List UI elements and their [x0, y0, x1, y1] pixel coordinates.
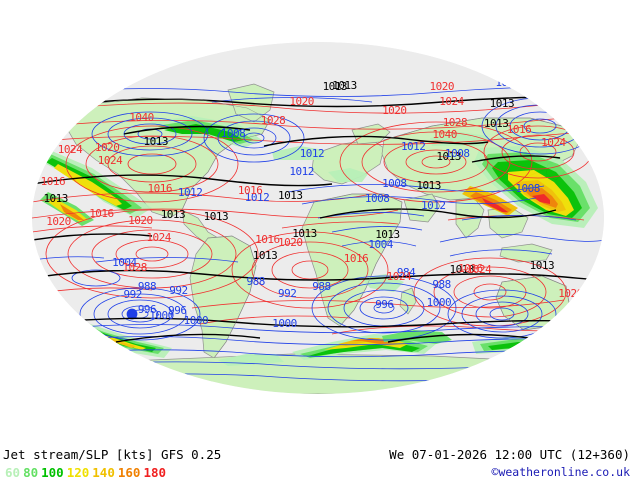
isobar-label: 1000 [426, 296, 452, 310]
isobars-high [32, 99, 604, 335]
isobar-label: 1013 [143, 135, 169, 149]
isobar-label: 1013 [277, 188, 303, 202]
isobar-label: 988 [312, 280, 331, 294]
isobar-label: 1020 [94, 141, 120, 155]
isobar-label: 1028 [260, 114, 286, 128]
isobar-label: 1012 [299, 146, 325, 160]
isobar-label: 1012 [400, 140, 426, 154]
isobar-label: 1020 [429, 80, 455, 94]
isobar-label: 1016 [506, 122, 532, 136]
isobar-label: 1024 [97, 153, 123, 167]
isobar-label: 1000 [183, 313, 209, 327]
isobar-label: 1004 [368, 238, 393, 252]
isobar-label: 1020 [128, 214, 153, 228]
colorbar-tick-160: 160 [117, 465, 141, 480]
isobar-label: 1012 [495, 76, 520, 90]
isobar-label: 1013 [483, 116, 509, 130]
isobar-label: 1024 [57, 143, 83, 157]
coastlines [61, 97, 581, 359]
isobar-label: 1040 [432, 128, 457, 142]
globe-projection: 1013 1013 1013 1013 1013 1013 1013 1013 1013 1013… [32, 42, 604, 394]
isobar-label: 1028 [442, 115, 468, 129]
isobar-label: 1016 [343, 252, 369, 266]
isobar-label: 988 [246, 275, 266, 289]
isobar-label: 1008 [444, 146, 470, 160]
isobar-label: 1013 [292, 226, 317, 240]
isobar-label: 1013 [332, 79, 357, 93]
isobar-label: 1013 [252, 248, 278, 262]
isobar-label: 1008 [364, 192, 390, 206]
isobar-label: 1013 [322, 80, 348, 94]
isobar-label: 1020 [558, 287, 583, 301]
isobar-label: 1024 [146, 231, 171, 245]
isobar-label: 1016 [147, 181, 173, 195]
isobar-label: 1024 [386, 269, 412, 283]
isobar-label: 1013 [160, 208, 186, 222]
isobar-label: 1016 [237, 183, 263, 197]
isobar-label: 1000 [149, 308, 174, 322]
isobar-label: 1013 [449, 263, 475, 277]
isobar-label: 1024 [466, 262, 492, 276]
isobar-label: 988 [432, 277, 451, 291]
isobar-label: 1028 [122, 261, 147, 274]
colorbar-tick-60: 60 [5, 465, 21, 480]
isobar-label: 1016 [255, 232, 280, 246]
model-run-info: We 07-01-2026 12:00 UTC (12+360) [389, 447, 630, 462]
isobar-label: 996 [137, 303, 157, 317]
isobar-label: 1024 [439, 94, 464, 108]
isobar-label: 992 [277, 287, 297, 301]
isobar-label: 984 [396, 266, 416, 280]
isobar-label: 1004 [112, 256, 137, 270]
isobar-label: 988 [137, 280, 157, 294]
isobar-label: 1020 [277, 236, 303, 250]
isobar-label: 1013 [203, 209, 229, 223]
isobar-label: 1040 [129, 111, 154, 125]
isobar-label: 1013 [436, 150, 461, 164]
isobar-label: 1016 [89, 207, 114, 221]
isobar-label: 1016 [40, 174, 66, 188]
chart-title: Jet stream/SLP [kts] GFS 0.25 [3, 447, 222, 462]
isobar-label: 992 [169, 283, 188, 297]
isobar-label: 1013 [489, 96, 515, 110]
colorbar-tick-140: 140 [92, 465, 115, 480]
colorbar-tick-180: 180 [143, 465, 167, 480]
isobar-label: 1008 [220, 127, 246, 141]
isobar-label: 1024 [541, 136, 566, 150]
colorbar-tick-80: 80 [23, 465, 39, 480]
colorbar-tick-120: 120 [66, 465, 90, 480]
isobar-label: 1012 [244, 191, 270, 205]
isobar-label: 1013 [529, 258, 555, 272]
copyright-link[interactable]: ©weatheronline.co.uk [491, 465, 630, 479]
isobar-label: 1013 [375, 227, 400, 241]
isobar-label: 1012 [420, 198, 446, 212]
isobar-label: 1016 [458, 262, 483, 276]
isobar-label: 996 [168, 304, 187, 318]
isobar-label: 1008 [382, 176, 407, 190]
jet-speed-colorbar: 60 80 100 120 140 160 180 [5, 465, 169, 480]
isobar-label: 1008 [38, 106, 64, 120]
map-svg [32, 42, 604, 394]
map-canvas[interactable]: 1013 1013 1013 1013 1013 1013 1013 1013 1013 1013… [0, 0, 634, 434]
isobar-label: 1020 [46, 215, 71, 229]
isobar-label: 1008 [515, 181, 540, 195]
isobar-label: 996 [375, 297, 394, 311]
isobar-label: 1000 [272, 316, 297, 330]
isobar-label: 992 [123, 288, 143, 302]
isobar-label: 1012 [177, 186, 203, 200]
isobar-label: 1020 [382, 103, 407, 117]
isobar-label: 1013 [43, 192, 68, 206]
isobar-label: 1020 [289, 94, 314, 108]
colorbar-tick-100: 100 [41, 465, 64, 480]
footer-bar: Jet stream/SLP [kts] GFS 0.25 We 07-01-2… [0, 434, 634, 490]
isobar-label: 1013 [547, 93, 573, 107]
isobar-label: 1012 [289, 164, 314, 178]
isobar-label: 1013 [416, 178, 441, 192]
